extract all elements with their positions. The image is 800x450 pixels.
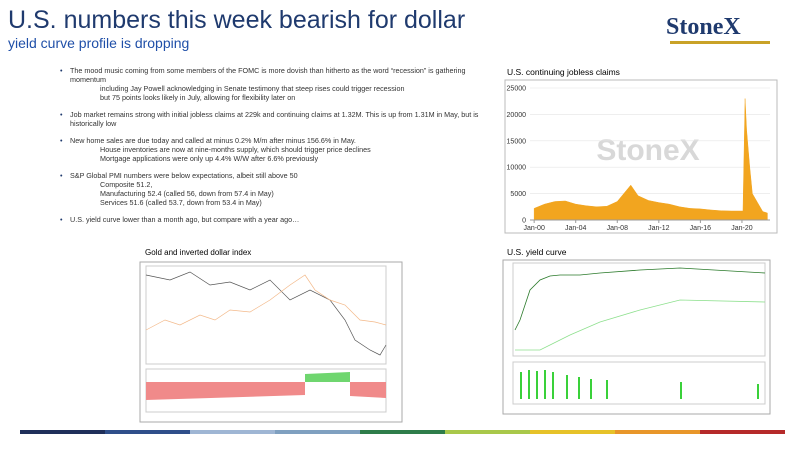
bullet: The mood music coming from some members … [58, 66, 483, 102]
x-tick-label: Jan-20 [731, 225, 753, 232]
bullet-text: Job market remains strong with initial j… [70, 110, 479, 128]
sub-bullet: Manufacturing 52.4 (called 56, down from… [100, 189, 274, 198]
bullet: Job market remains strong with initial j… [58, 110, 483, 128]
sub-bullet: Composite 51.2, [100, 180, 153, 189]
y-tick-label: 25000 [507, 86, 527, 93]
bullet-list: The mood music coming from some members … [58, 66, 483, 232]
sub-bullet: Services 51.6 (called 53.7, down from 53… [100, 198, 262, 207]
x-tick-label: Jan-08 [607, 225, 629, 232]
slide-title: U.S. numbers this week bearish for dolla… [8, 6, 466, 34]
bullet-text: The mood music coming from some members … [70, 66, 466, 84]
bullet: S&P Global PMI numbers were below expect… [58, 171, 483, 207]
slide-subtitle: yield curve profile is dropping [8, 35, 190, 51]
sub-bullet: House inventories are now at nine-months… [100, 145, 371, 154]
y-tick-label: 20000 [507, 112, 527, 119]
chart-title: Gold and inverted dollar index [145, 248, 251, 257]
bullet-text: New home sales are due today and called … [70, 136, 356, 145]
y-tick-label: 15000 [507, 138, 527, 145]
sub-bullet: Mortgage applications were only up 4.4% … [100, 154, 319, 163]
y-tick-label: 0 [522, 218, 526, 225]
chart-title: U.S. yield curve [507, 247, 567, 257]
footer-stripe [20, 430, 785, 434]
gold-chart-image [139, 261, 403, 423]
sub-bullet: but 75 points looks likely in July, allo… [100, 93, 296, 102]
sub-bullet: including Jay Powell acknowledging in Se… [100, 84, 405, 93]
area [533, 98, 768, 221]
x-tick-label: Jan-00 [523, 225, 545, 232]
chart-title: U.S. continuing jobless claims [507, 67, 620, 77]
y-tick-label: 10000 [507, 165, 527, 172]
x-tick-label: Jan-16 [690, 225, 712, 232]
watermark: StoneX [596, 134, 699, 167]
x-tick-label: Jan-12 [648, 225, 670, 232]
x-tick-label: Jan-04 [565, 225, 587, 232]
logo-rule [670, 41, 770, 44]
bullet-text: S&P Global PMI numbers were below expect… [70, 171, 298, 180]
bullet-text: U.S. yield curve lower than a month ago,… [70, 215, 300, 224]
bullet: U.S. yield curve lower than a month ago,… [58, 215, 483, 224]
y-tick-label: 5000 [510, 191, 526, 198]
bullet: New home sales are due today and called … [58, 136, 483, 163]
logo: StoneX [666, 14, 741, 40]
yield-chart-image [502, 259, 771, 415]
